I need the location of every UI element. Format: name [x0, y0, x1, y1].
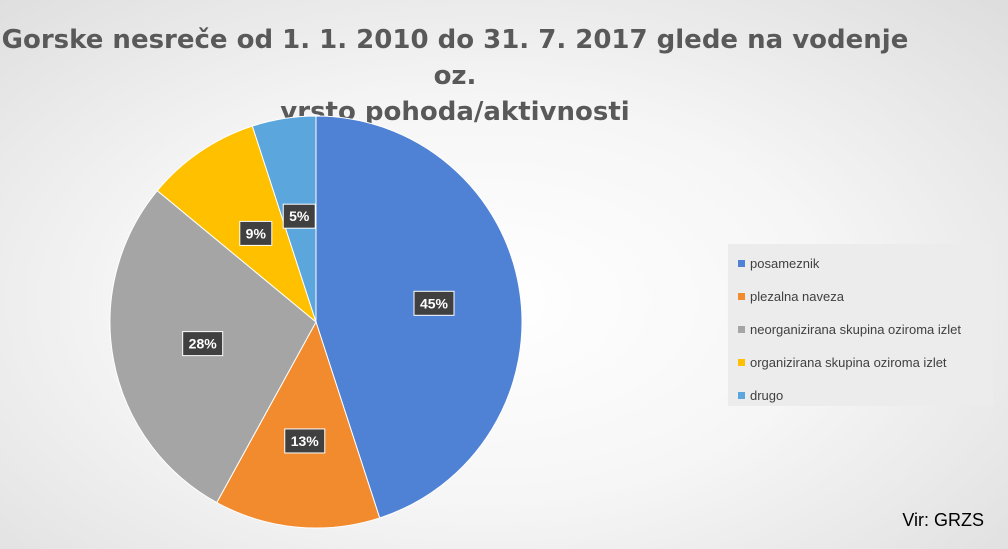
legend-swatch-1 [738, 293, 745, 300]
legend-label-1: plezalna naveza [750, 289, 844, 304]
data-label-text-3: 9% [246, 225, 267, 241]
pie-slice-0 [315, 115, 523, 519]
legend-label-4: drugo [750, 388, 784, 403]
data-label-text-0: 45% [420, 295, 449, 311]
data-label-text-2: 28% [189, 336, 218, 352]
data-label-3: 9% [239, 220, 273, 246]
legend-swatch-3 [738, 359, 745, 366]
data-label-4: 5% [282, 203, 316, 229]
chart-title-line-1: Gorske nesreče od 1. 1. 2010 do 31. 7. 2… [1, 25, 909, 91]
legend-item-4: drugo [738, 379, 993, 412]
legend-label-0: posameznik [750, 256, 820, 271]
legend-swatch-4 [738, 392, 745, 399]
data-label-1: 13% [284, 428, 326, 454]
legend-item-0: posameznik [738, 247, 993, 280]
legend-item-1: plezalna naveza [738, 280, 993, 313]
data-label-text-1: 13% [291, 433, 320, 449]
pie-slice-1 [216, 320, 381, 529]
legend-swatch-2 [738, 326, 745, 333]
legend-label-2: neorganizirana skupina oziroma izlet [750, 322, 962, 337]
legend-label-3: organizirana skupina oziroma izlet [750, 355, 947, 370]
data-label-2: 28% [182, 331, 224, 357]
legend-swatch-0 [738, 260, 745, 267]
chart-title: Gorske nesreče od 1. 1. 2010 do 31. 7. 2… [0, 22, 910, 130]
legend-item-2: neorganizirana skupina oziroma izlet [738, 313, 993, 346]
data-label-text-4: 5% [289, 208, 310, 224]
data-label-0: 45% [413, 290, 455, 316]
pie-slice-3 [156, 125, 318, 324]
source-note: Vir: GRZS [902, 510, 984, 530]
chart-legend: posameznik plezalna naveza neorganizirana … [728, 244, 993, 406]
legend-item-3: organizirana skupina oziroma izlet [738, 346, 993, 379]
